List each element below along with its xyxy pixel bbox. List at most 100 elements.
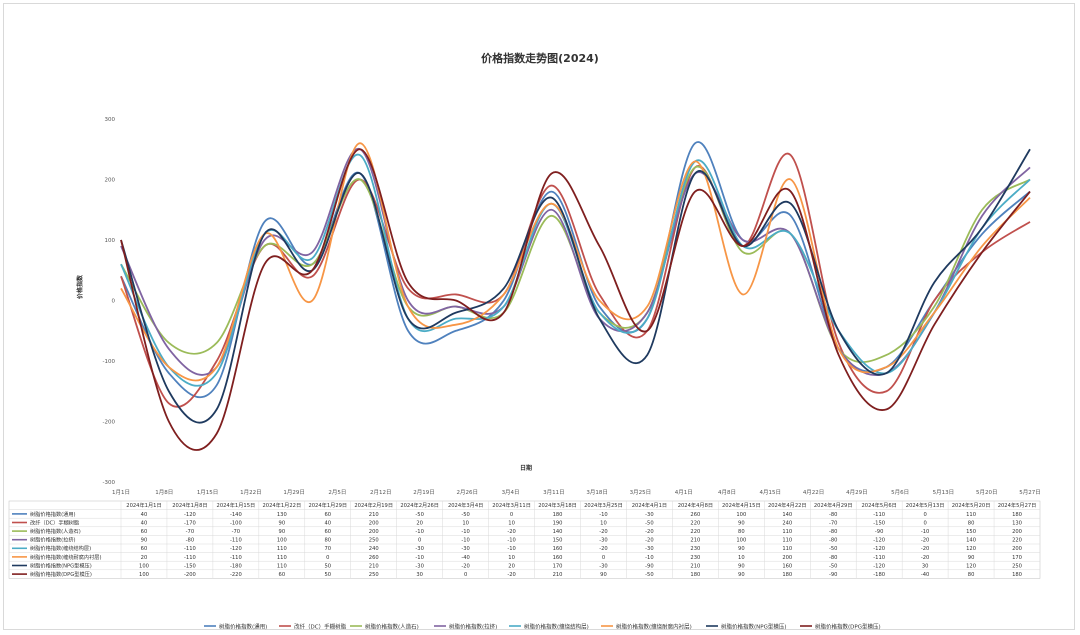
x-tick-label: 4月22日 bbox=[803, 489, 825, 496]
table-cell: 60 bbox=[279, 572, 286, 578]
chart-frame: 价格指数走势图(2024) 300 200 100 0 -100 -200 -300 价格指… bbox=[3, 3, 1075, 631]
table-cell: 250 bbox=[1012, 563, 1022, 569]
x-tick-label: 4月8日 bbox=[718, 489, 736, 496]
table-cell: 30 bbox=[922, 563, 929, 569]
table-cell: -50 bbox=[415, 512, 423, 518]
table-cell: -110 bbox=[230, 555, 242, 561]
table-cell: 190 bbox=[553, 520, 563, 526]
table-cell: 0 bbox=[923, 512, 926, 518]
x-tick-label: 3月25日 bbox=[630, 489, 652, 496]
table-cell: 180 bbox=[553, 512, 563, 518]
table-header-cell: 2024年4月22日 bbox=[768, 501, 807, 509]
table-cell: -30 bbox=[415, 546, 423, 552]
table-cell: -110 bbox=[184, 546, 196, 552]
table-cell: -30 bbox=[461, 546, 469, 552]
legend-item: 树脂价格指数(缠绕耐腐内衬层) bbox=[616, 623, 692, 631]
table-cell: -80 bbox=[829, 538, 837, 544]
table-header-cell: 2024年1月29日 bbox=[308, 501, 347, 509]
x-tick-label: 3月18日 bbox=[586, 489, 608, 496]
table-cell: 90 bbox=[279, 529, 286, 535]
table-cell: 40 bbox=[141, 512, 148, 518]
table-cell: -70 bbox=[232, 529, 240, 535]
table-cell: -50 bbox=[645, 520, 653, 526]
table-cell: -110 bbox=[230, 538, 242, 544]
table-cell: 100 bbox=[139, 563, 149, 569]
table-cell: -50 bbox=[645, 572, 653, 578]
table-cell: 110 bbox=[966, 512, 976, 518]
table-cell: 90 bbox=[141, 538, 148, 544]
table-cell: -180 bbox=[230, 563, 242, 569]
table-cell: 110 bbox=[277, 555, 287, 561]
table-cell: 210 bbox=[369, 512, 379, 518]
table-cell: 80 bbox=[968, 520, 975, 526]
series-line bbox=[120, 148, 1031, 424]
table-cell: -10 bbox=[507, 538, 515, 544]
table-header-cell: 2024年4月15日 bbox=[722, 501, 761, 509]
table-cell: 150 bbox=[553, 538, 563, 544]
table-cell: 50 bbox=[324, 572, 331, 578]
x-axis: 1月1日 1月8日 1月15日 1月22日 1月29日 2月5日 2月12日 2月19日 2月2… bbox=[112, 489, 1041, 496]
table-cell: 110 bbox=[277, 563, 287, 569]
table-cell: 90 bbox=[738, 563, 745, 569]
table-cell: -120 bbox=[873, 546, 885, 552]
legend-item: 树脂价格指数(拉挤) bbox=[449, 623, 497, 631]
table-cell: 210 bbox=[690, 538, 700, 544]
table-cell: 90 bbox=[968, 555, 975, 561]
table-cell: -200 bbox=[184, 572, 196, 578]
table-cell: -20 bbox=[507, 572, 515, 578]
table-cell: -220 bbox=[230, 572, 242, 578]
table-cell: 240 bbox=[782, 520, 792, 526]
table-cell: -20 bbox=[507, 529, 515, 535]
table-cell: 110 bbox=[782, 546, 792, 552]
table-cell: 90 bbox=[600, 572, 607, 578]
table-cell: 160 bbox=[782, 563, 792, 569]
table-cell: 150 bbox=[966, 529, 976, 535]
table-cell: 210 bbox=[690, 563, 700, 569]
table-cell: 140 bbox=[782, 512, 792, 518]
table-cell: 160 bbox=[553, 555, 563, 561]
table-cell: 220 bbox=[1012, 538, 1022, 544]
legend-item: 树脂价格指数(人造石) bbox=[365, 623, 419, 631]
x-tick-label: 1月1日 bbox=[112, 489, 130, 496]
table-header-cell: 2024年3月25日 bbox=[584, 501, 623, 509]
plot-area bbox=[120, 141, 1031, 451]
table-cell: 60 bbox=[141, 529, 148, 535]
table-cell: 90 bbox=[738, 520, 745, 526]
table-cell: 70 bbox=[324, 546, 331, 552]
y-tick-label: -200 bbox=[103, 420, 116, 426]
legend-item: 树脂价格指数(NPG型模压) bbox=[721, 623, 787, 631]
y-tick-label: 200 bbox=[105, 178, 116, 184]
table-cell: 160 bbox=[553, 546, 563, 552]
table-cell: 40 bbox=[141, 520, 148, 526]
table-cell: 130 bbox=[1012, 520, 1022, 526]
table-cell: -10 bbox=[461, 529, 469, 535]
table-cell: -170 bbox=[184, 520, 196, 526]
table-cell: -150 bbox=[873, 520, 885, 526]
table-cell: 260 bbox=[690, 512, 700, 518]
table-cell: 200 bbox=[1012, 546, 1022, 552]
chart-title: 价格指数走势图(2024) bbox=[481, 51, 599, 65]
table-header-cell: 2024年1月8日 bbox=[172, 501, 207, 509]
table-cell: -180 bbox=[873, 572, 885, 578]
table-cell: -10 bbox=[921, 529, 929, 535]
table-cell: 80 bbox=[968, 572, 975, 578]
table-cell: -70 bbox=[186, 529, 194, 535]
x-tick-label: 2月26日 bbox=[457, 489, 479, 496]
table-cell: -120 bbox=[873, 563, 885, 569]
table-cell: 80 bbox=[324, 538, 331, 544]
table-row-name: 树脂价格指数(缠绕结构层) bbox=[30, 544, 91, 552]
table-cell: 90 bbox=[738, 546, 745, 552]
table-cell: -40 bbox=[921, 572, 929, 578]
table-cell: 0 bbox=[923, 520, 926, 526]
x-tick-label: 5月13日 bbox=[933, 489, 955, 496]
table-cell: 0 bbox=[602, 555, 605, 561]
series-line bbox=[120, 148, 1031, 451]
table-header-cell: 2024年1月1日 bbox=[126, 501, 161, 509]
table-cell: -20 bbox=[921, 538, 929, 544]
table-cell: -30 bbox=[645, 512, 653, 518]
x-tick-label: 1月8日 bbox=[155, 489, 173, 496]
table-cell: 240 bbox=[369, 546, 379, 552]
table-cell: -20 bbox=[645, 538, 653, 544]
table-cell: 20 bbox=[508, 563, 515, 569]
table-cell: -100 bbox=[230, 520, 242, 526]
